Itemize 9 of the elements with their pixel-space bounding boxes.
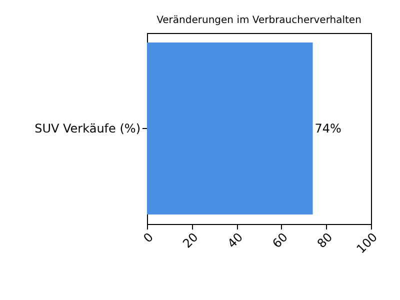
x-tick-label: 0: [140, 230, 156, 246]
data-label: 74%: [314, 122, 342, 136]
x-tick-label: 60: [270, 230, 290, 251]
chart-title: Veränderungen im Verbraucherverhalten: [156, 15, 362, 26]
x-tick-label: 80: [314, 230, 336, 251]
y-tick-label: SUV Verkäufe (%): [34, 122, 140, 136]
x-tick-label: 100: [354, 230, 380, 256]
x-tick-label: 40: [224, 230, 246, 251]
x-tick-label: 20: [180, 230, 201, 251]
